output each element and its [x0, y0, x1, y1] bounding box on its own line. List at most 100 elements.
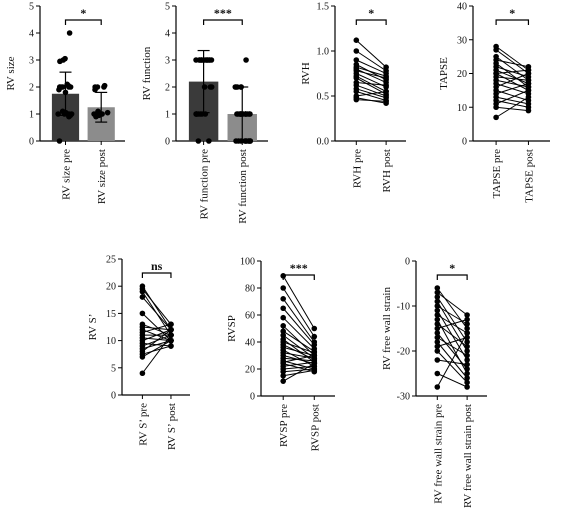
panel-rvsp: 0 20 40 60 80 100 RVSP RVSP pre RVSP post ***	[226, 257, 335, 452]
y-tick-label: 1.0	[317, 47, 330, 58]
data-point	[526, 81, 532, 87]
y-tick-label: 5	[111, 363, 116, 374]
significance-label: *	[80, 6, 86, 20]
pair-line	[142, 286, 171, 330]
panel-rv-size: 0 1 2 3 4 5 RV size RV size pre RV size post *	[5, 2, 125, 205]
data-point	[383, 82, 389, 88]
data-point	[140, 370, 146, 376]
significance-bracket	[66, 20, 102, 25]
y-tick-label: 60	[245, 311, 255, 322]
y-tick-label: 1	[29, 110, 34, 121]
data-point	[57, 138, 63, 144]
data-point	[280, 285, 286, 291]
data-point	[95, 109, 101, 115]
data-point	[140, 354, 146, 360]
data-point	[67, 30, 73, 36]
category-label: RV S’ post	[166, 403, 178, 450]
data-point	[280, 305, 286, 311]
y-tick-label: 2	[29, 83, 34, 94]
data-point	[168, 332, 174, 338]
pair-line	[496, 50, 528, 74]
data-point	[202, 84, 208, 90]
y-axis-label: RV S’	[87, 314, 99, 341]
pair-line	[283, 364, 314, 382]
y-tick-label: 20	[457, 69, 467, 80]
data-point	[311, 368, 317, 374]
category-label: RV size pre	[61, 149, 73, 200]
data-point	[206, 138, 212, 144]
data-point	[311, 353, 317, 359]
data-point	[493, 47, 499, 53]
panel-rv-s: 0510152025RV S’RV S’ pre RV S’ postns	[87, 255, 190, 451]
y-tick-label: 0	[111, 391, 116, 402]
significance-bracket	[496, 20, 528, 25]
y-tick-label: 3	[29, 56, 34, 67]
y-tick-label: 1.5	[317, 2, 330, 13]
significance-bracket	[142, 273, 171, 278]
data-point	[62, 56, 68, 62]
y-tick-label: 40	[245, 338, 255, 349]
y-tick-label: -20	[397, 347, 410, 358]
y-axis-label: RVH	[300, 62, 312, 84]
data-point	[247, 138, 253, 144]
data-point	[526, 71, 532, 77]
significance-bracket	[204, 20, 243, 25]
data-point	[243, 57, 249, 63]
data-point	[354, 37, 360, 43]
data-point	[464, 384, 470, 390]
data-point	[140, 294, 146, 300]
data-point	[464, 317, 470, 323]
data-point	[168, 338, 174, 344]
category-label: RVSP pre	[278, 404, 290, 447]
category-label: TAPSE post	[523, 149, 535, 203]
data-point	[354, 48, 360, 54]
pair-line	[142, 289, 171, 324]
data-point	[526, 88, 532, 94]
y-axis-label: RV free wall strain	[381, 287, 393, 370]
y-tick-label: 4	[29, 29, 34, 40]
data-point	[208, 84, 214, 90]
y-tick-label: 20	[106, 282, 116, 293]
category-label: RV function pre	[199, 149, 211, 220]
pair-line	[283, 288, 314, 337]
category-label: RV free wall strain post	[462, 404, 474, 508]
data-point	[140, 289, 146, 295]
y-tick-label: 1	[165, 110, 170, 121]
panel-rv-fw-strain: -30-20-100RV free wall strainRV free wal…	[381, 257, 487, 509]
data-point	[243, 111, 249, 117]
pair-line	[437, 333, 467, 387]
data-point	[280, 315, 286, 321]
data-point	[435, 384, 441, 390]
data-point	[435, 357, 441, 363]
pair-line	[356, 100, 386, 102]
data-point	[464, 362, 470, 368]
y-tick-label: 30	[457, 35, 467, 46]
data-point	[280, 373, 286, 379]
data-point	[526, 94, 532, 100]
significance-bracket	[283, 275, 314, 280]
data-point	[354, 97, 360, 103]
y-tick-label: 0.0	[317, 137, 330, 148]
data-point	[464, 353, 470, 359]
y-tick-label: 4	[165, 29, 170, 40]
significance-label: ns	[151, 259, 163, 273]
panel-rvh: 0.00.51.01.5RVHRVH pre RVH post*	[300, 2, 406, 193]
y-axis-label: TAPSE	[438, 57, 450, 90]
data-point	[102, 83, 108, 89]
data-point	[526, 108, 532, 114]
pair-line	[283, 353, 314, 358]
y-tick-label: 10	[457, 103, 467, 114]
data-point	[493, 115, 499, 121]
y-tick-label: 80	[245, 284, 255, 295]
y-tick-label: 5	[165, 2, 170, 13]
data-point	[193, 111, 199, 117]
significance-label: *	[449, 261, 455, 275]
significance-label: ***	[290, 261, 308, 275]
data-point	[383, 89, 389, 95]
data-point	[464, 330, 470, 336]
pair-line	[356, 83, 386, 86]
y-axis-label: RV size	[5, 56, 17, 90]
y-axis-label: RVSP	[226, 315, 238, 342]
data-point	[105, 110, 111, 116]
category-label: RVSP post	[309, 404, 321, 451]
